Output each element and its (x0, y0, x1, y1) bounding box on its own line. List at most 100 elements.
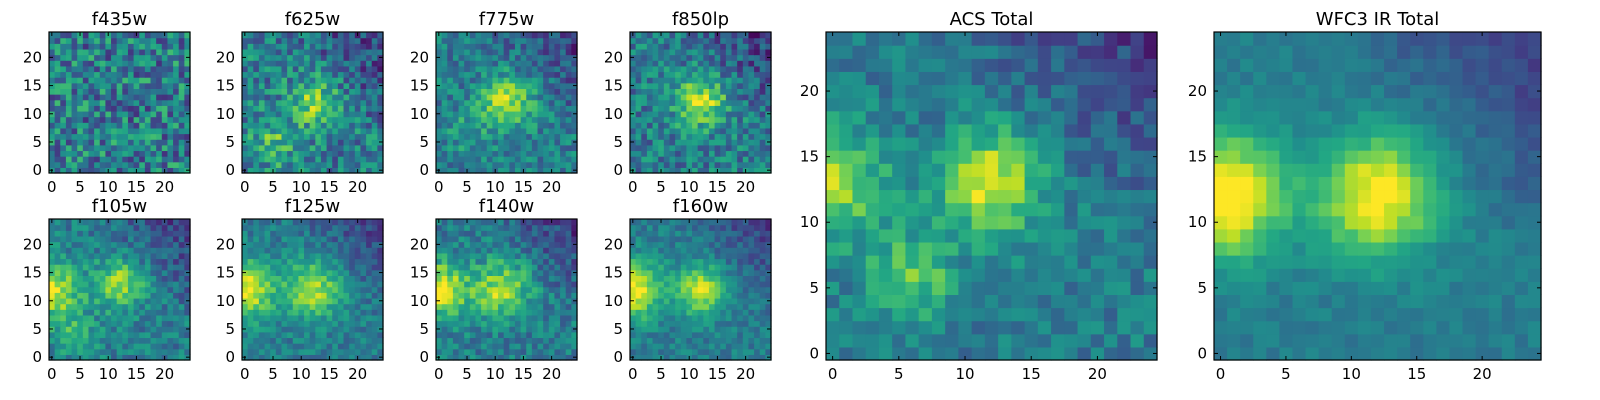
heatmap-cell (366, 224, 373, 231)
heatmap-cell (703, 88, 710, 95)
heatmap-cell (498, 116, 505, 123)
heatmap-cell (697, 43, 704, 50)
heatmap-cell (481, 275, 488, 282)
heatmap-cell (526, 258, 533, 265)
heatmap-cell (441, 161, 448, 168)
heatmap-cell (88, 337, 95, 344)
heatmap-cell (270, 94, 277, 101)
heatmap-cell (565, 269, 572, 276)
heatmap-cell (692, 150, 699, 157)
heatmap-cell (436, 281, 443, 288)
heatmap-cell (54, 82, 61, 89)
heatmap-cell (748, 320, 755, 327)
heatmap-cell (754, 337, 761, 344)
heatmap-cell (537, 150, 544, 157)
heatmap-cell (88, 252, 95, 260)
heatmap-cell (281, 71, 288, 78)
heatmap-cell (509, 337, 516, 344)
heatmap-cell (77, 269, 84, 276)
heatmap-cell (315, 65, 322, 73)
heatmap-cell (486, 348, 493, 355)
heatmap-cell (60, 230, 67, 237)
heatmap-cell (663, 110, 671, 118)
heatmap-cell (242, 48, 249, 56)
heatmap-cell (270, 331, 277, 339)
heatmap-cell (469, 122, 477, 129)
heatmap-cell (686, 150, 693, 157)
heatmap-cell (337, 264, 345, 271)
heatmap-cell (669, 303, 676, 310)
heatmap-cell (343, 54, 350, 61)
heatmap-cell (161, 292, 169, 299)
heatmap-cell (737, 275, 744, 282)
heatmap-cell (458, 77, 465, 84)
heatmap-cell (458, 247, 465, 254)
x-tick-label: 15 (514, 178, 533, 196)
heatmap-cell (366, 247, 373, 254)
heatmap-cell (635, 94, 642, 101)
heatmap-cell (503, 292, 510, 299)
heatmap-cell (754, 116, 761, 123)
heatmap-cell (520, 258, 527, 265)
heatmap-cell (82, 167, 90, 174)
heatmap-cell (675, 337, 682, 344)
heatmap-cell (663, 77, 671, 84)
heatmap-cell (498, 94, 505, 101)
heatmap-cell (247, 161, 254, 168)
heatmap-cell (560, 77, 567, 84)
heatmap-cell (99, 161, 106, 168)
heatmap-cell (242, 105, 249, 112)
heatmap-cell (298, 252, 305, 260)
heatmap-cell (526, 156, 533, 163)
heatmap-cell (543, 60, 550, 67)
heatmap-cell (139, 122, 146, 129)
heatmap-cell (82, 320, 90, 327)
heatmap-cell (526, 139, 533, 146)
heatmap-cell (156, 326, 163, 333)
heatmap-cell (65, 297, 73, 305)
heatmap-cell (458, 343, 465, 350)
heatmap-cell (281, 65, 288, 73)
heatmap-cell (765, 343, 772, 350)
heatmap-cell (354, 337, 362, 344)
heatmap-cell (49, 156, 56, 163)
heatmap-cell (167, 105, 174, 112)
heatmap-cell (360, 139, 367, 146)
heatmap-cell (692, 269, 699, 276)
heatmap-cell (298, 292, 305, 299)
heatmap-cell (82, 116, 90, 123)
heatmap-cell (99, 37, 106, 44)
heatmap-cell (554, 122, 561, 129)
heatmap-cell (377, 303, 384, 310)
heatmap-cell (377, 275, 384, 282)
heatmap-cell (343, 258, 350, 265)
heatmap-cell (354, 314, 362, 322)
heatmap-cell (94, 156, 101, 163)
heatmap-cell (452, 122, 460, 129)
heatmap-cell (366, 105, 373, 112)
heatmap-cell (281, 292, 288, 299)
heatmap-cell (144, 337, 152, 344)
heatmap-cell (116, 156, 123, 163)
heatmap-cell (652, 303, 659, 310)
heatmap-cell (703, 110, 710, 118)
heatmap-cell (565, 54, 572, 61)
heatmap-cell (184, 43, 191, 50)
heatmap-cell (360, 156, 367, 163)
heatmap-cell (173, 269, 180, 276)
heatmap-cell (304, 303, 311, 310)
heatmap-cell (242, 235, 249, 243)
heatmap-cell (178, 144, 185, 152)
heatmap-cell (127, 139, 135, 146)
x-tick-label: 15 (127, 178, 146, 196)
heatmap-cell (697, 122, 704, 129)
heatmap-cell (82, 241, 90, 248)
heatmap-cell (377, 60, 384, 67)
heatmap-cell (371, 343, 378, 350)
heatmap-cell (139, 343, 146, 350)
heatmap-cell (520, 343, 527, 350)
heatmap-cell (436, 99, 443, 106)
heatmap-cell (258, 314, 266, 322)
heatmap-cell (630, 105, 637, 112)
heatmap-cell (71, 88, 78, 95)
